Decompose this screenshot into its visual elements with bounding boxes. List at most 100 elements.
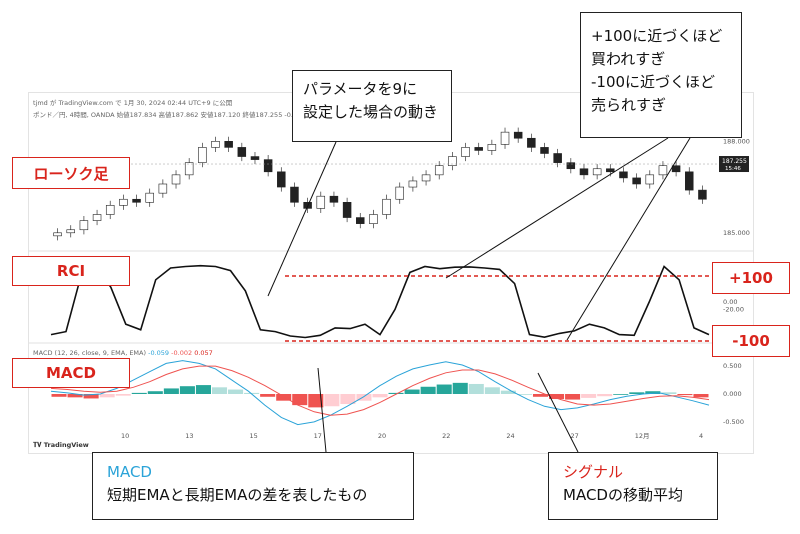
candle-body xyxy=(66,229,75,234)
macd-histogram-bar xyxy=(468,383,484,394)
macd-histogram-bar xyxy=(147,391,163,394)
macd-histogram-bar xyxy=(67,394,83,398)
macd-histogram-bar xyxy=(163,388,179,394)
macd-histogram-bar xyxy=(324,394,340,407)
macd-tick-label: 0.000 xyxy=(723,390,742,398)
macd-histogram-bar xyxy=(228,389,244,394)
candle-body xyxy=(369,214,378,224)
macd-histogram-bar xyxy=(99,394,115,398)
x-tick-label: 4 xyxy=(699,432,703,440)
x-tick-label: 24 xyxy=(506,432,514,440)
macd-legend: MACD (12, 26, close, 9, EMA, EMA) -0.059… xyxy=(33,349,213,357)
candle-body xyxy=(474,147,483,151)
macd-legend-val-2: -0.002 xyxy=(171,349,193,357)
candle-body xyxy=(277,171,286,188)
candle-body xyxy=(132,198,141,203)
candle-body xyxy=(290,186,299,203)
candle-body xyxy=(513,131,523,139)
candle-body xyxy=(79,220,89,231)
callout-signal-title: シグナル xyxy=(563,463,624,481)
candle-body xyxy=(263,159,273,173)
candle-body xyxy=(171,174,181,185)
callout-macd: MACD 短期EMAと長期EMAの差を表したもの xyxy=(92,452,414,520)
macd-histogram-bar xyxy=(83,394,99,399)
candle-body xyxy=(645,174,655,185)
macd-legend-val-3: 0.057 xyxy=(194,349,213,357)
macd-histogram-bar xyxy=(340,394,356,405)
candle-body xyxy=(105,205,115,215)
macd-histogram-bar xyxy=(420,386,436,394)
x-tick-label: 20 xyxy=(378,432,386,440)
candle-body xyxy=(540,147,549,154)
macd-histogram-bar xyxy=(500,390,516,394)
candle-body xyxy=(698,189,707,200)
callout-parameter-line-1: パラメータを9に xyxy=(303,80,418,98)
macd-histogram-bar xyxy=(308,394,324,408)
candle-body xyxy=(658,165,668,176)
candle-body xyxy=(237,147,247,157)
last-price-label: 187.255 xyxy=(722,158,747,165)
macd-histogram-bar xyxy=(565,394,581,400)
candle-body xyxy=(592,168,602,176)
candle-body xyxy=(619,171,628,179)
price-tick-label: 188.000 xyxy=(723,137,750,145)
countdown-label: 15:46 xyxy=(725,166,741,172)
candle-body xyxy=(316,195,326,209)
macd-histogram-bar xyxy=(645,391,661,394)
macd-histogram-bar xyxy=(516,394,532,395)
candle-body xyxy=(685,171,694,191)
macd-histogram-bar xyxy=(179,386,195,394)
candle-body xyxy=(606,168,615,173)
macd-histogram-bar xyxy=(484,387,500,394)
macd-histogram-bar xyxy=(276,394,292,401)
tv-logo-icon: 𝐓𝐕 xyxy=(33,441,42,449)
candle-body xyxy=(382,198,391,215)
callout-overbought: +100に近づくほど 買われすぎ -100に近づくほど 売られすぎ xyxy=(580,12,742,138)
candle-body xyxy=(671,165,681,173)
candle-body xyxy=(92,214,102,221)
candle-body xyxy=(566,162,576,170)
callout-parameter: パラメータを9に 設定した場合の動き xyxy=(292,70,452,142)
macd-histogram-bar xyxy=(581,394,597,398)
candle-body xyxy=(408,180,418,188)
callout-signal-desc: MACDの移動平均 xyxy=(563,486,683,504)
macd-histogram-bar xyxy=(677,394,693,396)
macd-histogram-bar xyxy=(436,384,452,394)
callout-macd-title: MACD xyxy=(107,463,152,481)
x-tick-label: 13 xyxy=(185,432,193,440)
candle-body xyxy=(395,186,404,200)
macd-histogram-bar xyxy=(131,392,147,394)
chart-panel: 188.000 185.000 187.255 15:46 0.00 -20.00 0.50… xyxy=(28,92,754,454)
callout-overbought-line-1: +100に近づくほど xyxy=(591,27,723,45)
candle-body xyxy=(329,195,339,203)
label-candles: ローソク足 xyxy=(12,157,130,189)
candle-body xyxy=(421,174,431,182)
x-tick-label: 22 xyxy=(442,432,450,440)
last-price-badge xyxy=(719,156,749,173)
macd-legend-val-1: -0.059 xyxy=(148,349,170,357)
rci-tick-label: -20.00 xyxy=(723,305,744,313)
label-minus100: -100 xyxy=(712,325,790,357)
macd-histogram-bar xyxy=(613,394,629,395)
publisher-text: tjmd が TradingView.com で 1月 30, 2024 02:… xyxy=(33,99,233,107)
label-macd: MACD xyxy=(12,358,130,388)
callout-macd-desc: 短期EMAと長期EMAの差を表したもの xyxy=(107,486,368,504)
candle-body xyxy=(198,147,207,163)
label-rci: RCI xyxy=(12,256,130,286)
symbol-info: ポンド／円, 4時間, OANDA 始値187.834 高値187.862 安値… xyxy=(33,111,302,119)
candle-body xyxy=(579,168,589,176)
candle-body xyxy=(527,137,536,148)
macd-histogram-bar xyxy=(597,394,613,397)
macd-histogram-bar xyxy=(404,389,420,394)
macd-histogram-bar xyxy=(292,394,308,406)
callout-overbought-line-3: -100に近づくほど xyxy=(591,73,716,91)
callout-signal: シグナル MACDの移動平均 xyxy=(548,452,718,520)
rci-tick-label: 0.00 xyxy=(723,298,737,306)
macd-histogram-bar xyxy=(388,392,404,394)
candle-body xyxy=(356,217,365,224)
macd-histogram-bar xyxy=(260,394,276,397)
x-tick-label: 27 xyxy=(571,432,579,440)
x-tick-label: 17 xyxy=(314,432,322,440)
macd-histogram-bar xyxy=(629,392,645,394)
